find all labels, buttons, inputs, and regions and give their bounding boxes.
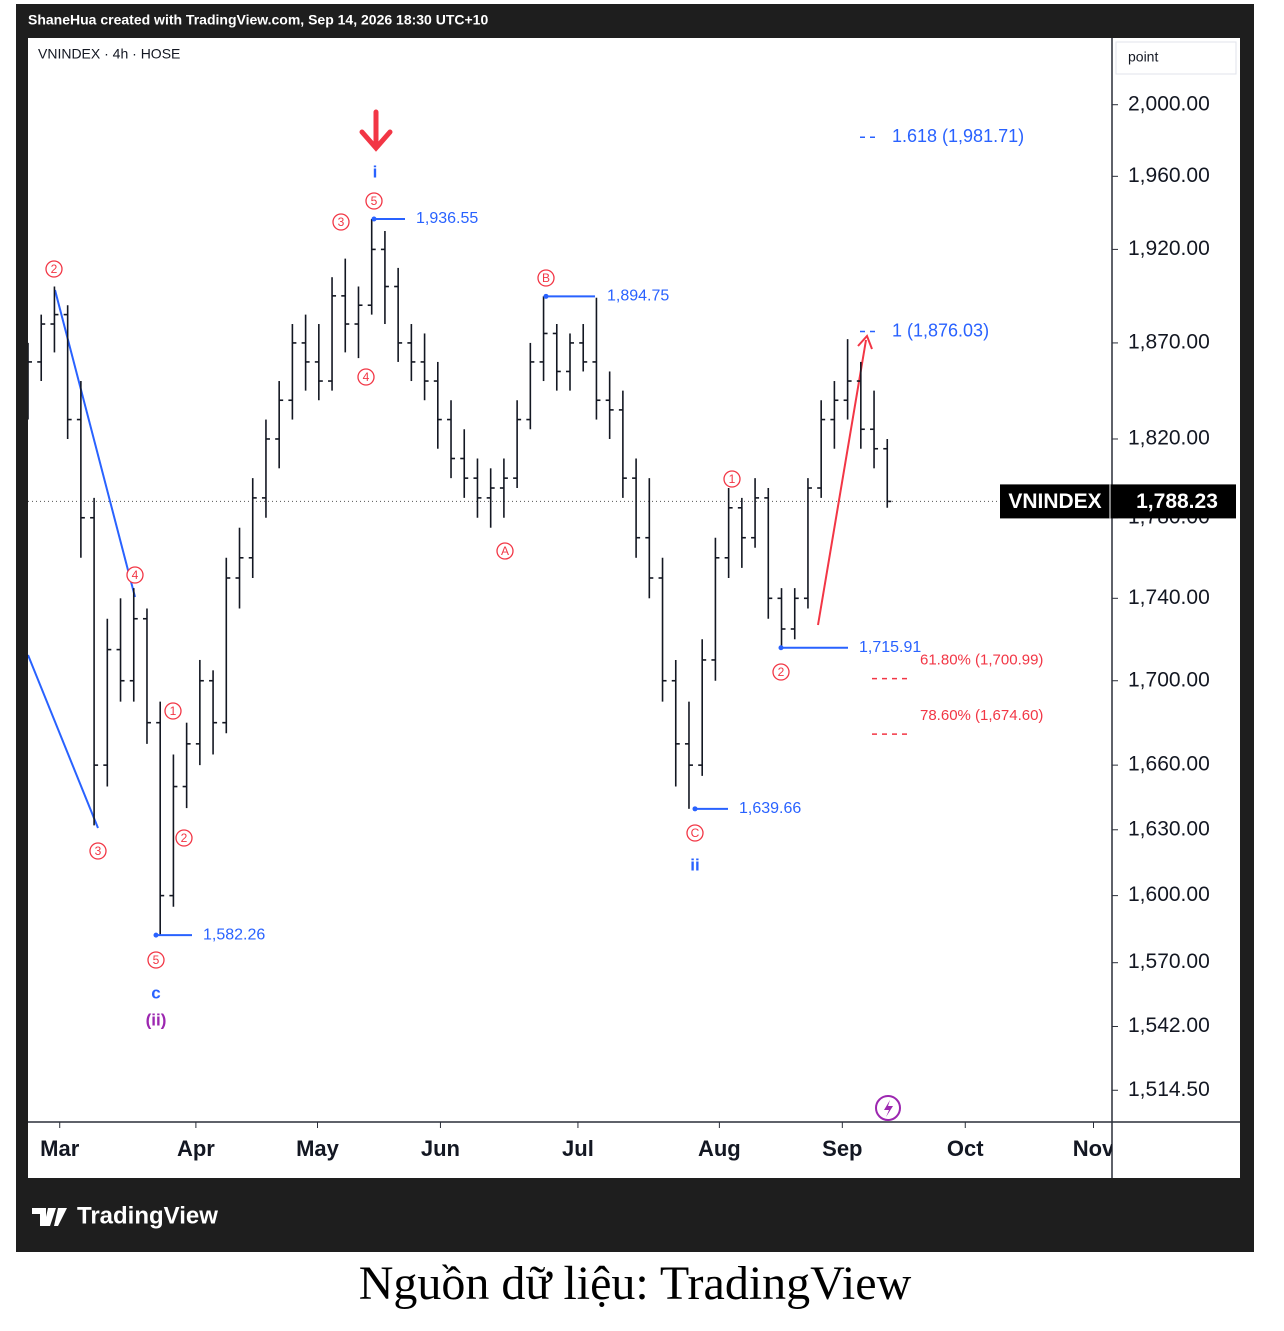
- wave-label: 4: [132, 568, 139, 582]
- y-tick-label: 1,630.00: [1128, 817, 1210, 840]
- y-tick-label: 1,700.00: [1128, 668, 1210, 691]
- chart-area: [28, 38, 1240, 1178]
- x-tick-label: Apr: [177, 1136, 215, 1161]
- symbol-info: VNINDEX · 4h · HOSE: [38, 46, 180, 62]
- wave-circle: [365, 192, 383, 210]
- event-icon-bolt: [884, 1100, 893, 1117]
- x-tick-label: Sep: [822, 1136, 862, 1161]
- fib-label: 61.80% (1,700.99): [920, 652, 1043, 669]
- level-label: 1,639.66: [739, 800, 801, 817]
- y-tick-label: 1,570.00: [1128, 950, 1210, 973]
- unit-box: [1115, 41, 1237, 75]
- wave-circle: [772, 663, 790, 681]
- wave-circle: [164, 702, 182, 720]
- level-dot: [543, 293, 549, 299]
- y-tick-label: 1,920.00: [1128, 237, 1210, 260]
- wave-circle: [537, 269, 555, 287]
- fib-label: 78.60% (1,674.60): [920, 707, 1043, 724]
- y-tick-label: 1,660.00: [1128, 753, 1210, 776]
- brand-logo: [32, 1208, 67, 1226]
- wave-label: 5: [371, 194, 378, 208]
- x-tick-label: Aug: [698, 1136, 741, 1161]
- wave-label: 5: [153, 953, 160, 967]
- level-dot: [371, 216, 377, 222]
- level-dot: [153, 932, 159, 938]
- wave-label: 3: [338, 215, 345, 229]
- fib-label: 1 (1,876.03): [892, 320, 989, 340]
- x-tick-label: Nov: [1073, 1136, 1115, 1161]
- wave-label: 2: [51, 262, 58, 276]
- y-tick-label: 1,740.00: [1128, 586, 1210, 609]
- wave-circle: [496, 542, 514, 560]
- x-tick-label: Oct: [947, 1136, 984, 1161]
- x-tick-label: May: [296, 1136, 340, 1161]
- x-tick-label: Mar: [40, 1136, 80, 1161]
- level-dot: [692, 806, 698, 812]
- wave-label: 2: [181, 831, 188, 845]
- last-price-box: [1000, 484, 1236, 519]
- y-tick-label: 1,542.00: [1128, 1014, 1210, 1037]
- wave-circle: [175, 829, 193, 847]
- wave-label: 1: [729, 472, 736, 486]
- wave-circle: [357, 368, 375, 386]
- wave-line: [28, 654, 99, 829]
- axis-unit: point: [1128, 49, 1158, 65]
- wave-label: C: [691, 826, 700, 840]
- wave-label: A: [501, 544, 509, 558]
- top-arrow: [359, 109, 393, 152]
- wave-label: 3: [95, 844, 102, 858]
- level-label: 1,715.91: [859, 639, 921, 656]
- projection-arrowhead: [857, 334, 873, 350]
- y-tick-label: 1,820.00: [1128, 427, 1210, 450]
- wave-label: i: [373, 162, 378, 181]
- x-tick-label: Jun: [421, 1136, 460, 1161]
- wave-label: c: [151, 983, 160, 1002]
- y-tick-label: 1,514.50: [1128, 1078, 1210, 1101]
- wave-circle: [686, 824, 704, 842]
- wave-label: 4: [363, 370, 370, 384]
- wave-circle: [45, 260, 63, 278]
- wave-label: 1: [170, 704, 177, 718]
- wave-circle: [332, 213, 350, 231]
- level-label: 1,894.75: [607, 288, 669, 305]
- wave-label: 2: [778, 665, 785, 679]
- wave-circle: [147, 951, 165, 969]
- level-dot: [778, 645, 784, 651]
- y-tick-label: 1,600.00: [1128, 883, 1210, 906]
- y-tick-label: 1,960.00: [1128, 164, 1210, 187]
- time-axis: Mar Apr May Jun Jul Aug Sep Oct Nov: [40, 1122, 1115, 1161]
- wave-label: ii: [690, 855, 699, 874]
- projection-arrow: [817, 339, 867, 626]
- brand: TradingView: [77, 1202, 218, 1229]
- plot: 1,936.55 1,894.75 1,715.91 1,639.66 1,582.26…: [28, 109, 1112, 1121]
- level-label: 1,582.26: [203, 926, 265, 943]
- x-tick-label: Jul: [562, 1136, 594, 1161]
- wave-circle: [89, 842, 107, 860]
- header: ShaneHua created with TradingView.com, S…: [28, 12, 488, 28]
- wave-circle: [126, 566, 144, 584]
- caption: Nguồn dữ liệu: TradingView: [359, 1257, 912, 1310]
- wave-circle: [723, 470, 741, 488]
- fib-label: 1.618 (1,981.71): [892, 126, 1024, 146]
- last-price-name: VNINDEX: [1008, 490, 1101, 513]
- last-price-label: 1,788.23: [1136, 490, 1218, 513]
- wave-label: (ii): [146, 1010, 167, 1029]
- wave-label: B: [542, 271, 550, 285]
- y-tick-label: 1,870.00: [1128, 330, 1210, 353]
- level-label: 1,936.55: [416, 210, 478, 227]
- y-tick-label: 2,000.00: [1128, 92, 1210, 115]
